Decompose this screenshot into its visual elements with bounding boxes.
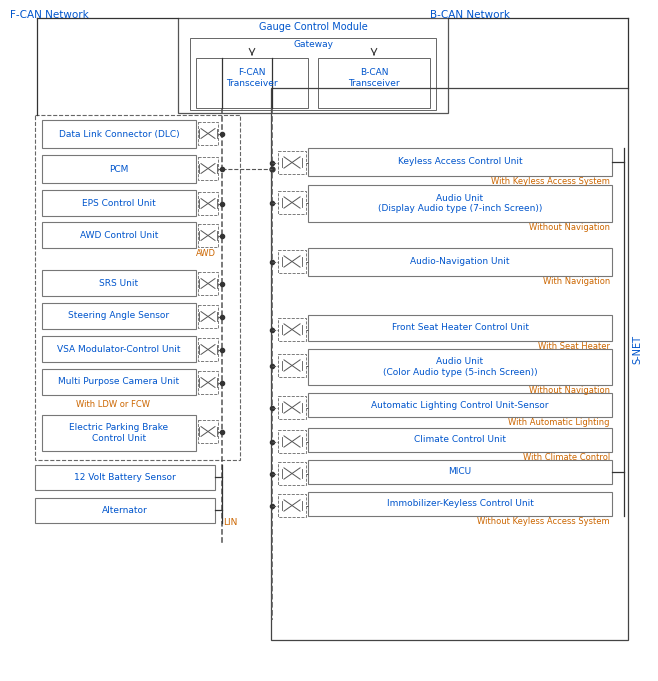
Text: Alternator: Alternator	[102, 506, 148, 515]
Text: Audio-Navigation Unit: Audio-Navigation Unit	[410, 257, 510, 266]
Text: Audio Unit
(Display Audio type (7-inch Screen)): Audio Unit (Display Audio type (7-inch S…	[378, 194, 542, 213]
Bar	[278, 430, 306, 453]
Text: Multi Purpose Camera Unit: Multi Purpose Camera Unit	[59, 377, 180, 387]
Text: Automatic Lighting Control Unit-Sensor: Automatic Lighting Control Unit-Sensor	[371, 400, 549, 409]
Bar	[308, 460, 612, 484]
Bar	[308, 492, 612, 516]
Bar	[42, 303, 196, 329]
Bar	[198, 122, 218, 145]
Bar	[308, 349, 612, 385]
Bar	[42, 155, 196, 183]
Text: F-CAN
Transceiver: F-CAN Transceiver	[226, 68, 278, 88]
Text: Keyless Access Control Unit: Keyless Access Control Unit	[397, 157, 522, 166]
Bar	[198, 305, 218, 328]
Text: With Navigation: With Navigation	[543, 277, 610, 286]
Text: Electric Parking Brake
Control Unit: Electric Parking Brake Control Unit	[70, 424, 168, 443]
Bar	[278, 151, 306, 174]
Bar	[278, 462, 306, 485]
Bar	[42, 190, 196, 216]
Text: With Climate Control: With Climate Control	[522, 453, 610, 462]
Bar	[42, 415, 196, 451]
Text: AWD Control Unit: AWD Control Unit	[80, 230, 158, 240]
Text: With Seat Heater: With Seat Heater	[538, 342, 610, 351]
Text: Climate Control Unit: Climate Control Unit	[414, 436, 506, 445]
Text: S-NET: S-NET	[632, 336, 642, 364]
Text: 12 Volt Battery Sensor: 12 Volt Battery Sensor	[74, 473, 176, 482]
Bar	[308, 185, 612, 222]
Text: PCM: PCM	[109, 165, 129, 174]
Bar	[178, 18, 448, 113]
Bar	[35, 465, 215, 490]
Text: With Automatic Lighting: With Automatic Lighting	[509, 418, 610, 427]
Bar	[196, 58, 308, 108]
Bar	[308, 248, 612, 276]
Bar	[198, 157, 218, 180]
Bar	[198, 272, 218, 295]
Bar	[318, 58, 430, 108]
Text: MICU: MICU	[449, 467, 472, 477]
Bar	[308, 428, 612, 452]
Bar	[278, 354, 306, 377]
Bar	[35, 115, 240, 460]
Bar	[198, 420, 218, 443]
Bar	[308, 393, 612, 417]
Text: Audio Unit
(Color Audio type (5-inch Screen)): Audio Unit (Color Audio type (5-inch Scr…	[383, 358, 538, 377]
Text: B-CAN
Transceiver: B-CAN Transceiver	[348, 68, 400, 88]
Bar	[42, 336, 196, 362]
Text: Without Keyless Access System: Without Keyless Access System	[477, 517, 610, 526]
Bar	[278, 191, 306, 214]
Text: Gauge Control Module: Gauge Control Module	[259, 22, 367, 32]
Text: VSA Modulator-Control Unit: VSA Modulator-Control Unit	[57, 345, 181, 353]
Bar	[278, 318, 306, 341]
Bar	[42, 270, 196, 296]
Bar	[42, 369, 196, 395]
Bar	[198, 371, 218, 394]
Text: AWD: AWD	[196, 249, 216, 258]
Text: Without Navigation: Without Navigation	[529, 386, 610, 395]
Bar	[198, 224, 218, 247]
Text: Data Link Connector (DLC): Data Link Connector (DLC)	[59, 129, 180, 138]
Text: Immobilizer-Keyless Control Unit: Immobilizer-Keyless Control Unit	[386, 499, 534, 509]
Text: LIN: LIN	[223, 518, 238, 527]
Bar	[198, 338, 218, 361]
Bar	[308, 148, 612, 176]
Bar	[278, 250, 306, 273]
Text: Without Navigation: Without Navigation	[529, 223, 610, 232]
Bar	[278, 494, 306, 517]
Bar	[42, 222, 196, 248]
Bar	[198, 192, 218, 215]
Text: EPS Control Unit: EPS Control Unit	[82, 198, 156, 208]
Text: B-CAN Network: B-CAN Network	[430, 10, 510, 20]
Text: With LDW or FCW: With LDW or FCW	[76, 400, 150, 409]
Bar	[308, 315, 612, 341]
Text: SRS Unit: SRS Unit	[99, 279, 139, 287]
Bar	[42, 120, 196, 148]
Text: Gateway: Gateway	[293, 40, 333, 49]
Text: F-CAN Network: F-CAN Network	[10, 10, 89, 20]
Bar	[190, 38, 436, 110]
Text: Steering Angle Sensor: Steering Angle Sensor	[68, 311, 170, 321]
Text: With Keyless Access System: With Keyless Access System	[491, 177, 610, 186]
Bar	[271, 88, 628, 640]
Bar	[278, 396, 306, 419]
Text: Front Seat Heater Control Unit: Front Seat Heater Control Unit	[392, 323, 528, 332]
Bar	[35, 498, 215, 523]
